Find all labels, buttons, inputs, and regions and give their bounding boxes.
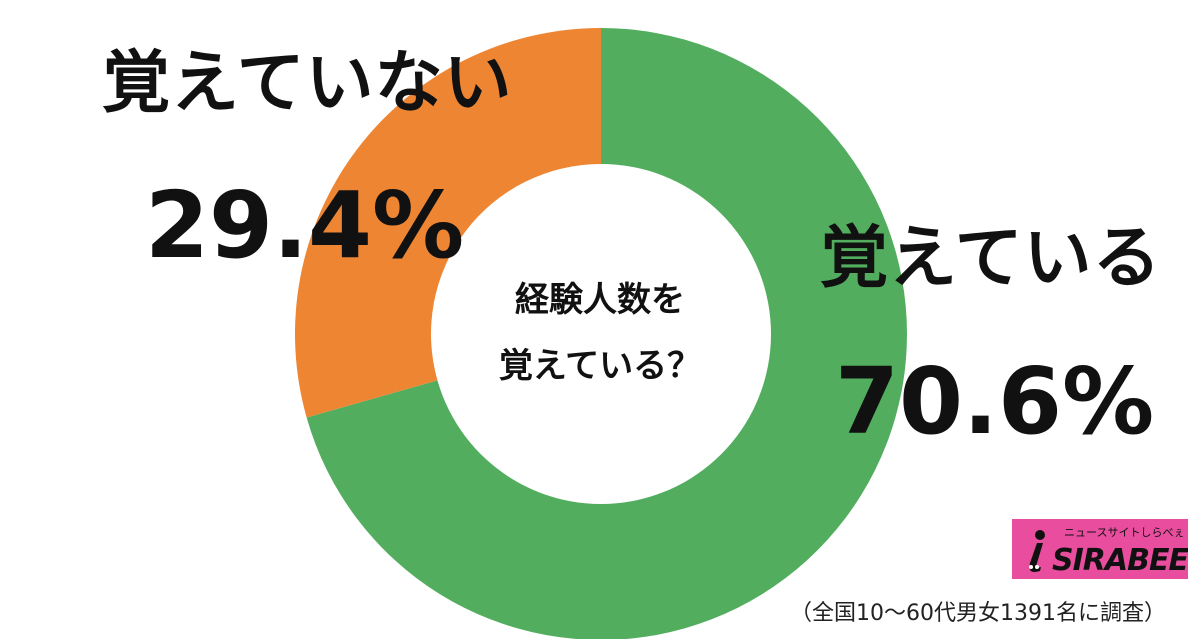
logo-i-icon: [1029, 530, 1045, 572]
donut-slice-remember: [306, 28, 907, 639]
slice-label-remember: 覚えている: [820, 219, 1162, 298]
logo-tagline: ニュースサイトしらべぇ: [1064, 526, 1185, 539]
slice-label-not-remember: 覚えていない: [102, 44, 513, 123]
logo-wordmark: SIRABEE: [1052, 543, 1188, 578]
survey-note: （全国10〜60代男女1391名に調査）: [790, 601, 1166, 626]
slice-value-not-remember: 29.4%: [145, 172, 465, 279]
chart-center-title-line-1: 経験人数を: [515, 280, 685, 320]
slice-value-remember: 70.6%: [835, 348, 1155, 455]
donut-slice-not-remember: [294, 28, 601, 418]
sirabee-logo: ニュースサイトしらべぇ SIRABEE: [1012, 519, 1188, 579]
chart-center-title-line-2: 覚えている？: [498, 346, 702, 386]
